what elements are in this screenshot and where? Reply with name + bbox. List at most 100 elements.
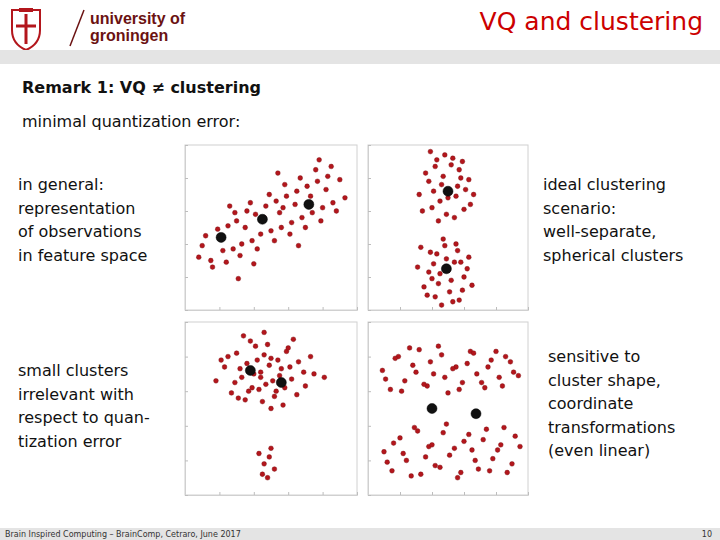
tick	[288, 492, 289, 495]
tick-mark	[185, 178, 188, 179]
data-point	[431, 261, 436, 266]
data-point	[452, 260, 457, 265]
tick-mark	[288, 307, 289, 310]
tick	[288, 307, 289, 310]
data-point	[495, 448, 500, 453]
tick	[432, 307, 433, 310]
annotation: respect to quan-	[18, 408, 150, 427]
data-point	[269, 356, 274, 361]
tick-mark	[528, 492, 529, 495]
data-point	[200, 243, 205, 248]
data-point	[430, 442, 435, 447]
prototype	[427, 404, 437, 414]
plot-frame	[368, 322, 528, 495]
data-point	[460, 380, 465, 385]
data-point	[296, 359, 301, 364]
data-point	[320, 205, 325, 210]
data-point	[422, 382, 427, 387]
axis-line	[369, 307, 529, 311]
data-point	[246, 389, 251, 394]
data-point	[267, 455, 272, 460]
data-point	[502, 425, 507, 430]
data-point	[255, 358, 260, 363]
tick-mark	[368, 211, 371, 212]
tick	[357, 307, 358, 310]
series	[216, 199, 314, 242]
tick	[368, 244, 371, 245]
data-point	[518, 444, 523, 449]
data-point	[305, 184, 310, 189]
series	[214, 330, 327, 480]
data-point	[462, 275, 467, 280]
logo-crown	[19, 8, 33, 12]
tick-mark	[357, 492, 358, 495]
prototype	[441, 264, 451, 274]
annotation: small clusters	[18, 361, 128, 380]
data-point	[426, 270, 431, 275]
tick-mark	[432, 492, 433, 495]
data-point	[449, 278, 454, 283]
data-point	[442, 375, 447, 380]
data-point	[455, 248, 460, 253]
data-point	[455, 475, 460, 480]
data-point	[458, 470, 463, 475]
data-point	[239, 242, 244, 247]
data-point	[270, 378, 275, 383]
scatter-chart	[368, 322, 529, 496]
tick	[185, 178, 188, 179]
data-point	[441, 430, 446, 435]
data-point	[436, 219, 441, 224]
annotation: irrelevant with	[18, 385, 134, 404]
plot-frame	[185, 145, 357, 310]
data-point	[457, 167, 462, 172]
y-axis	[368, 146, 371, 311]
data-point	[436, 344, 441, 349]
data-point	[317, 157, 322, 162]
data-point	[343, 195, 348, 200]
data-point	[303, 225, 308, 230]
tick-mark	[185, 357, 188, 358]
data-point	[434, 157, 439, 162]
data-point	[294, 189, 299, 194]
data-point	[452, 215, 457, 220]
tick	[185, 277, 188, 278]
data-point	[214, 378, 219, 383]
axis-line	[369, 146, 372, 311]
tick	[496, 307, 497, 310]
data-point	[241, 333, 246, 338]
plot-frame	[368, 145, 528, 310]
data-point	[257, 451, 262, 456]
data-point	[253, 344, 258, 349]
data-point	[224, 260, 229, 265]
data-point	[232, 380, 237, 385]
data-point	[289, 377, 294, 382]
data-point	[262, 330, 267, 335]
data-point	[203, 233, 208, 238]
data-point	[265, 342, 270, 347]
data-point	[296, 243, 301, 248]
annotation: well-separate,	[543, 222, 656, 241]
data-point	[428, 359, 433, 364]
tick	[368, 322, 371, 323]
data-point	[272, 467, 277, 472]
data-point	[490, 456, 495, 461]
tick	[254, 307, 255, 310]
data-point	[494, 349, 499, 354]
data-point	[229, 391, 234, 396]
annotation: cluster shape,	[548, 371, 661, 390]
data-point	[308, 354, 313, 359]
data-point	[243, 397, 248, 402]
tick	[368, 310, 371, 311]
data-point	[331, 200, 336, 205]
data-point	[446, 391, 451, 396]
data-point	[291, 337, 296, 342]
prototype	[257, 214, 267, 224]
data-point	[473, 458, 478, 463]
data-point	[465, 361, 470, 366]
series	[427, 404, 481, 419]
axis-line	[186, 307, 358, 311]
data-point	[441, 237, 446, 242]
series	[245, 365, 286, 387]
data-point	[310, 210, 315, 215]
data-point	[325, 174, 330, 179]
